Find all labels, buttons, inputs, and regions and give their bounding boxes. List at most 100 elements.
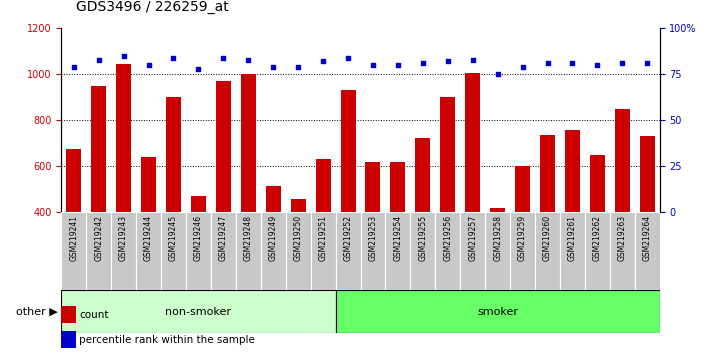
Bar <box>535 212 560 290</box>
Text: other ▶: other ▶ <box>16 307 58 316</box>
Bar <box>435 212 460 290</box>
Text: GSM219263: GSM219263 <box>618 215 627 261</box>
Text: GSM219261: GSM219261 <box>568 215 577 261</box>
Bar <box>460 212 485 290</box>
Bar <box>340 91 355 212</box>
Text: GSM219251: GSM219251 <box>319 215 327 261</box>
Text: percentile rank within the sample: percentile rank within the sample <box>79 335 255 344</box>
Text: GSM219252: GSM219252 <box>343 215 353 261</box>
Bar <box>515 166 530 212</box>
Point <box>517 64 528 70</box>
Bar <box>415 138 430 212</box>
Point <box>467 57 479 62</box>
Text: GSM219246: GSM219246 <box>194 215 203 261</box>
Bar <box>590 155 605 212</box>
Bar <box>211 212 236 290</box>
Text: GSM219241: GSM219241 <box>69 215 79 261</box>
Bar <box>61 212 87 290</box>
Text: GSM219254: GSM219254 <box>394 215 402 261</box>
Bar <box>540 135 555 212</box>
Text: count: count <box>79 310 109 320</box>
Bar <box>615 109 630 212</box>
Text: GSM219250: GSM219250 <box>293 215 303 261</box>
Point <box>168 55 180 61</box>
Bar <box>261 212 286 290</box>
Bar <box>634 212 660 290</box>
Point <box>616 61 628 66</box>
Text: GSM219253: GSM219253 <box>368 215 378 261</box>
Text: non-smoker: non-smoker <box>165 307 231 316</box>
Point <box>293 64 304 70</box>
Point <box>492 72 503 77</box>
Bar <box>335 290 660 333</box>
Point <box>242 57 254 62</box>
Point <box>417 61 428 66</box>
Bar <box>61 306 76 323</box>
Bar <box>61 290 335 333</box>
Bar <box>610 212 634 290</box>
Bar <box>66 149 81 212</box>
Point <box>218 55 229 61</box>
Bar <box>485 212 510 290</box>
Bar <box>216 81 231 212</box>
Bar <box>640 137 655 212</box>
Text: GSM219247: GSM219247 <box>219 215 228 261</box>
Text: GSM219255: GSM219255 <box>418 215 428 261</box>
Text: GSM219258: GSM219258 <box>493 215 502 261</box>
Bar <box>91 86 106 212</box>
Bar <box>87 212 111 290</box>
Bar <box>465 73 480 212</box>
Point <box>342 55 354 61</box>
Bar <box>366 162 381 212</box>
Bar <box>490 208 505 212</box>
Bar <box>386 212 410 290</box>
Bar <box>316 160 330 212</box>
Text: GSM219260: GSM219260 <box>543 215 552 261</box>
Text: GSM219243: GSM219243 <box>119 215 128 261</box>
Point <box>442 59 454 64</box>
Point <box>68 64 79 70</box>
Text: GSM219245: GSM219245 <box>169 215 178 261</box>
Bar <box>141 157 156 212</box>
Point <box>642 61 653 66</box>
Text: GSM219242: GSM219242 <box>94 215 103 261</box>
Point <box>567 61 578 66</box>
Bar <box>186 212 211 290</box>
Point <box>367 62 379 68</box>
Bar <box>335 212 360 290</box>
Text: GSM219264: GSM219264 <box>642 215 652 261</box>
Point <box>93 57 105 62</box>
Text: GSM219257: GSM219257 <box>468 215 477 261</box>
Point <box>267 64 279 70</box>
Bar <box>360 212 386 290</box>
Text: GSM219259: GSM219259 <box>518 215 527 261</box>
Point <box>193 66 204 72</box>
Bar <box>391 162 405 212</box>
Bar <box>510 212 535 290</box>
Point <box>118 53 129 59</box>
Text: GSM219262: GSM219262 <box>593 215 602 261</box>
Bar <box>565 130 580 212</box>
Text: GSM219249: GSM219249 <box>269 215 278 261</box>
Bar <box>166 97 181 212</box>
Bar <box>241 74 256 212</box>
Bar <box>191 196 206 212</box>
Point <box>392 62 404 68</box>
Text: GSM219248: GSM219248 <box>244 215 253 261</box>
Text: GSM219244: GSM219244 <box>144 215 153 261</box>
Bar <box>585 212 610 290</box>
Bar <box>560 212 585 290</box>
Bar <box>161 212 186 290</box>
Bar <box>311 212 335 290</box>
Point <box>592 62 603 68</box>
Bar <box>116 64 131 212</box>
Point <box>317 59 329 64</box>
Text: smoker: smoker <box>477 307 518 316</box>
Bar <box>266 186 280 212</box>
Point <box>143 62 154 68</box>
Bar <box>61 331 76 348</box>
Bar <box>236 212 261 290</box>
Bar <box>441 97 455 212</box>
Bar <box>111 212 136 290</box>
Bar <box>136 212 161 290</box>
